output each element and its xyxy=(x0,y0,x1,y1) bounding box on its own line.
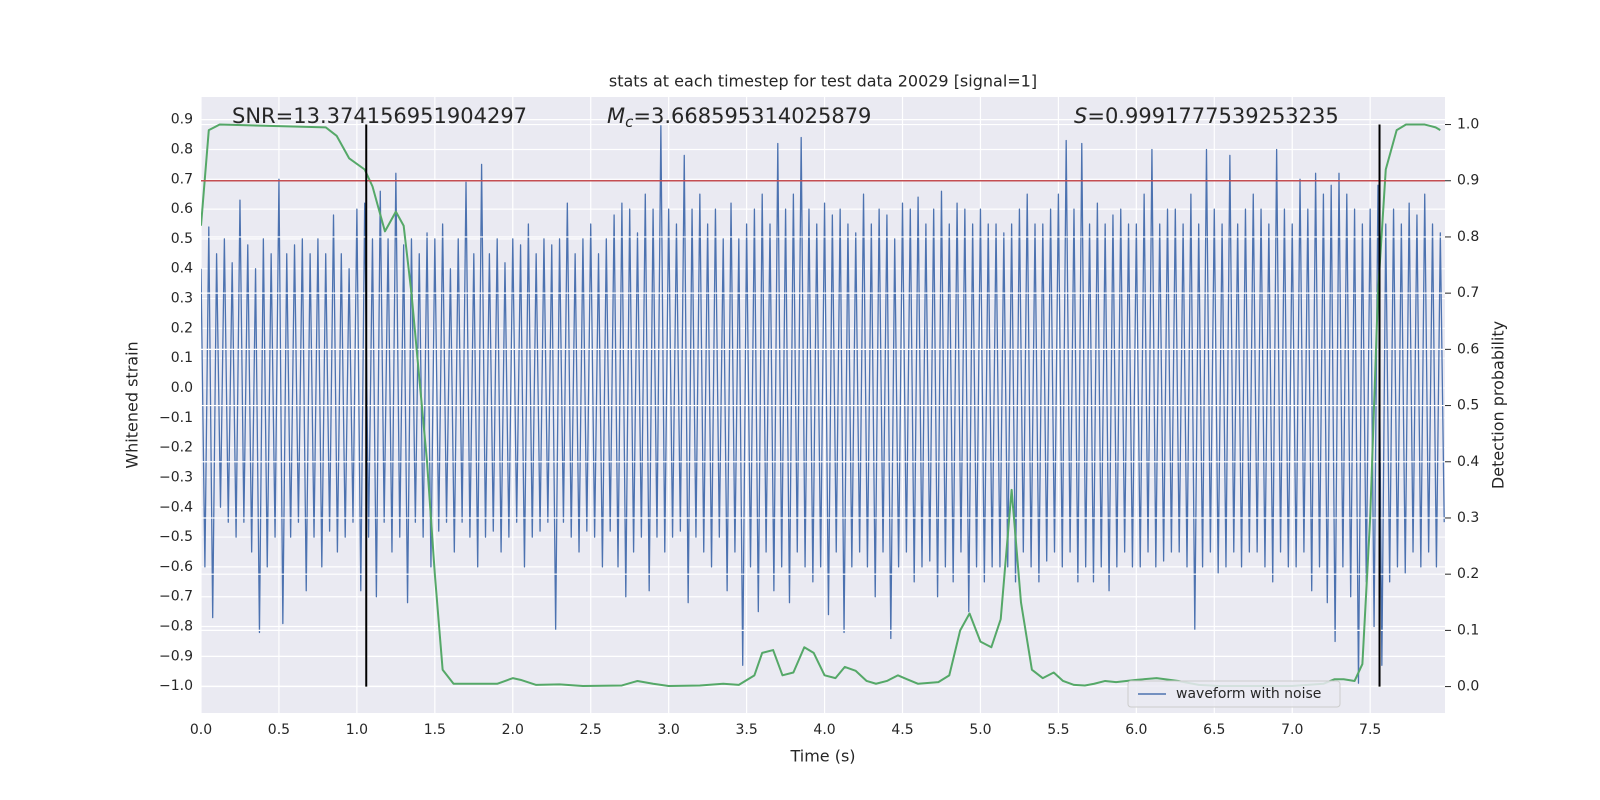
annotation-subscript: c xyxy=(625,113,634,131)
x-axis-label: Time (s) xyxy=(789,747,855,766)
x-tick-label: 5.5 xyxy=(1047,722,1069,738)
y-tick-label: 0.8 xyxy=(171,141,193,157)
y2-tick-label: 0.0 xyxy=(1457,679,1479,695)
y2-tick-label: 0.6 xyxy=(1457,341,1479,357)
x-tick-label: 2.0 xyxy=(502,722,524,738)
x-tick-label: 7.5 xyxy=(1359,722,1381,738)
x-tick-label: 4.0 xyxy=(813,722,835,738)
y-tick-label: −0.3 xyxy=(159,469,193,485)
y-tick-label: −0.9 xyxy=(159,648,193,664)
label-layer: stats at each timestep for test data 200… xyxy=(123,72,1508,766)
y-tick-label: 0.4 xyxy=(171,261,193,277)
x-tick-label: 0.5 xyxy=(268,722,290,738)
y-tick-label: −0.6 xyxy=(159,559,193,575)
y-tick-label: −0.8 xyxy=(159,619,193,635)
y2-tick-label: 1.0 xyxy=(1457,117,1479,133)
annotation-text: =3.668595314025879 xyxy=(633,104,871,128)
x-tick-label: 2.5 xyxy=(580,722,602,738)
y2-tick-label: 0.8 xyxy=(1457,229,1479,245)
y-tick-label: 0.2 xyxy=(171,320,193,336)
y2-tick-label: 0.2 xyxy=(1457,566,1479,582)
y-axis-label: Whitened strain xyxy=(123,341,142,468)
chart-title: stats at each timestep for test data 200… xyxy=(609,72,1037,91)
annotation: SNR=13.374156951904297 xyxy=(232,104,527,128)
x-tick-label: 4.5 xyxy=(891,722,913,738)
x-tick-label: 0.0 xyxy=(190,722,212,738)
y2-tick-label: 0.5 xyxy=(1457,398,1479,414)
y-tick-label: −0.7 xyxy=(159,589,193,605)
y-tick-label: −0.1 xyxy=(159,410,193,426)
y-tick-label: 0.9 xyxy=(171,112,193,128)
annotation-symbol: S xyxy=(1074,104,1087,128)
y2-tick-label: 0.9 xyxy=(1457,173,1479,189)
y-tick-label: 0.5 xyxy=(171,231,193,247)
y2-tick-label: 0.4 xyxy=(1457,454,1479,470)
annotation-text: =0.9991777539253235 xyxy=(1087,104,1338,128)
x-tick-label: 3.5 xyxy=(735,722,757,738)
y-tick-label: 0.3 xyxy=(171,291,193,307)
y-tick-label: −0.5 xyxy=(159,529,193,545)
x-tick-label: 1.5 xyxy=(424,722,446,738)
y2-tick-label: 0.3 xyxy=(1457,510,1479,526)
y-tick-label: −0.4 xyxy=(159,499,193,515)
y2-tick-label: 0.7 xyxy=(1457,285,1479,301)
y-tick-label: 0.7 xyxy=(171,171,193,187)
x-tick-label: 7.0 xyxy=(1281,722,1303,738)
y-tick-label: −1.0 xyxy=(159,678,193,694)
y2-axis-label: Detection probability xyxy=(1489,321,1508,489)
annotation: Mc=3.668595314025879 xyxy=(607,104,871,131)
legend-label: waveform with noise xyxy=(1176,686,1321,702)
annotation: S=0.9991777539253235 xyxy=(1074,104,1339,128)
annotation-text: SNR=13.374156951904297 xyxy=(232,104,527,128)
y-tick-label: 0.0 xyxy=(171,380,193,396)
x-tick-label: 3.0 xyxy=(658,722,680,738)
x-tick-label: 6.5 xyxy=(1203,722,1225,738)
waveform-line xyxy=(201,124,1445,684)
x-tick-label: 5.0 xyxy=(969,722,991,738)
y-tick-label: 0.1 xyxy=(171,350,193,366)
y2-tick-label: 0.1 xyxy=(1457,622,1479,638)
x-tick-label: 1.0 xyxy=(346,722,368,738)
annotation-symbol: M xyxy=(607,104,625,128)
y-tick-label: −0.2 xyxy=(159,440,193,456)
y-tick-label: 0.6 xyxy=(171,201,193,217)
legend-box xyxy=(1127,680,1341,708)
wave-layer xyxy=(201,124,1445,684)
x-tick-label: 6.0 xyxy=(1125,722,1147,738)
